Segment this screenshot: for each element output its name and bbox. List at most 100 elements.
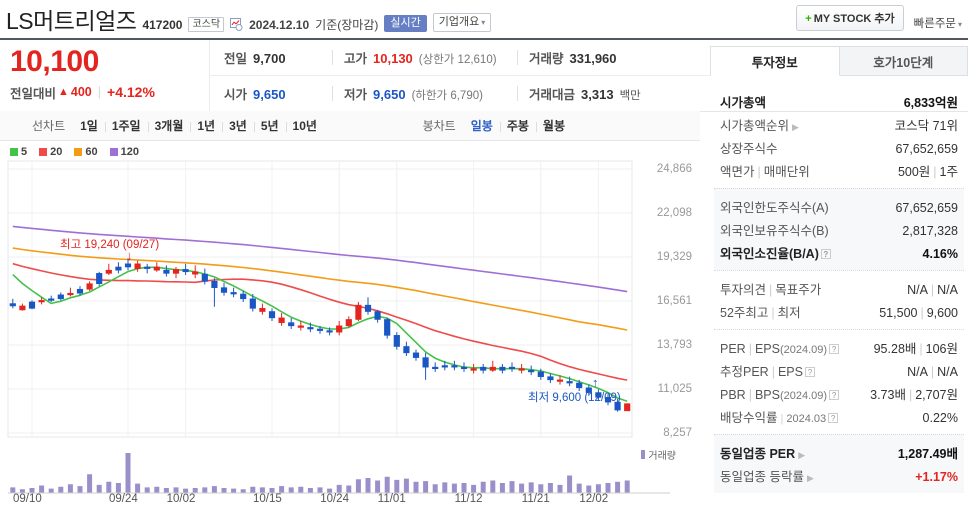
chevron-right-icon[interactable]: ▶ [807, 473, 814, 483]
legend-swatch [74, 148, 82, 156]
info-key: PER|EPS(2024.09)? [720, 342, 839, 356]
legend-swatch [110, 148, 118, 156]
line-period-1일[interactable]: 1일 [73, 119, 105, 133]
y-tick-5: 11,025 [658, 383, 692, 395]
mini-chart-icon[interactable] [230, 18, 243, 31]
volume-legend-label: 거래량 [648, 447, 676, 462]
x-tick-1: 09/24 [109, 493, 138, 505]
info-value: 67,652,659 [895, 201, 958, 215]
y-tick-6: 8,257 [663, 427, 692, 439]
realtime-badge[interactable]: 실시간 [384, 15, 426, 32]
prev-close-value: 9,700 [253, 51, 286, 66]
chevron-down-icon: ▾ [481, 18, 485, 27]
sidebar-tab-투자정보[interactable]: 투자정보 [710, 46, 840, 76]
chevron-right-icon[interactable]: ▶ [798, 450, 805, 460]
info-value: 67,652,659 [895, 142, 958, 156]
info-value: 4.16% [923, 247, 958, 261]
line-period-3개월[interactable]: 3개월 [148, 119, 191, 133]
legend-ma-120: 120 [110, 146, 139, 158]
info-row: 외국인소진율(B/A)?4.16% [720, 241, 958, 264]
up-arrow-icon: ▲ [58, 86, 69, 98]
value-separator: | [920, 306, 923, 320]
info-value: 500원|1주 [898, 161, 958, 180]
chevron-right-icon[interactable]: ▶ [792, 122, 799, 132]
x-tick-4: 10/24 [320, 493, 349, 505]
line-period-5년[interactable]: 5년 [254, 119, 286, 133]
info-key: 추정PER|EPS? [720, 361, 815, 380]
info-key[interactable]: 시가총액순위▶ [720, 115, 799, 134]
key-separator: | [749, 342, 752, 356]
trade-amount-label: 거래대금 [529, 84, 575, 103]
line-chart-label: 선차트 [32, 117, 65, 134]
info-key: 외국인보유주식수(B) [720, 220, 829, 239]
legend-swatch [10, 148, 18, 156]
change-separator: | [98, 85, 101, 99]
info-key[interactable]: 동일업종 등락률▶ [720, 466, 814, 485]
upper-limit: (상한가 12,610) [419, 51, 497, 67]
help-icon[interactable]: ? [829, 344, 839, 354]
info-row: 시가총액순위▶ 코스닥 71위 [720, 113, 958, 136]
change-value: 400 [71, 85, 92, 99]
plus-icon: + [805, 13, 811, 25]
x-tick-0: 09/10 [13, 493, 42, 505]
line-period-3년[interactable]: 3년 [222, 119, 254, 133]
prev-close-cell: 전일 9,700 [210, 48, 330, 67]
sidebar-tab-호가10단계[interactable]: 호가10단계 [840, 46, 968, 76]
current-price-block: 10,100 전일대비 ▲ 400 | +4.12% [0, 40, 210, 111]
candle-period-월봉[interactable]: 월봉 [536, 119, 572, 133]
info-key[interactable]: 동일업종 PER▶ [720, 443, 805, 462]
candle-period-일봉[interactable]: 일봉 [464, 119, 500, 133]
open-price-label: 시가 [224, 84, 247, 103]
info-value: 1,287.49배 [898, 443, 958, 462]
trade-amount-cell: 거래대금 3,313 백만 [515, 84, 690, 103]
x-tick-6: 11/12 [455, 493, 483, 505]
y-tick-0: 24,866 [657, 163, 692, 175]
corp-overview-label: 기업개요 [439, 16, 479, 28]
help-icon[interactable]: ? [805, 367, 815, 377]
header-actions: +MY STOCK 추가 빠른주문▾ [796, 5, 962, 33]
legend-label: 60 [85, 146, 97, 158]
quick-order-button[interactable]: 빠른주문▾ [914, 15, 962, 31]
corp-overview-button[interactable]: 기업개요▾ [433, 13, 492, 32]
info-value: 코스닥 71위 [895, 115, 958, 134]
market-badge: 코스닥 [188, 17, 224, 33]
volume-legend-swatch [641, 450, 645, 459]
info-row: 배당수익률|2024.03?0.22% [720, 405, 958, 428]
high-price-value: 10,130 [373, 51, 413, 66]
info-key: PBR|BPS(2024.09)? [720, 388, 839, 402]
high-price-label: 고가 [344, 48, 367, 67]
info-row: 동일업종 PER▶ 1,287.49배 [720, 441, 958, 464]
add-my-stock-button[interactable]: +MY STOCK 추가 [796, 5, 903, 31]
help-icon[interactable]: ? [821, 249, 831, 259]
help-icon[interactable]: ? [828, 413, 838, 423]
candle-period-주봉[interactable]: 주봉 [500, 119, 536, 133]
y-tick-4: 13,793 [657, 339, 692, 351]
line-period-1년[interactable]: 1년 [190, 119, 222, 133]
volume-label: 거래량 [529, 48, 564, 67]
line-period-1주일[interactable]: 1주일 [105, 119, 148, 133]
stock-code: 417200 [142, 19, 182, 33]
quote-date: 2024.12.10 [249, 19, 309, 33]
info-key-date: (2024.09) [780, 390, 827, 402]
legend-swatch [39, 148, 47, 156]
chevron-down-icon-2: ▾ [958, 20, 962, 29]
legend-label: 20 [50, 146, 62, 158]
info-key: 외국인한도주식수(A) [720, 197, 829, 216]
info-value: +1.17% [915, 470, 958, 484]
info-key-date: (2024.09) [780, 344, 827, 356]
info-row: 추정PER|EPS?N/A|N/A [720, 359, 958, 382]
help-icon[interactable]: ? [829, 390, 839, 400]
info-value: 51,500|9,600 [879, 306, 958, 320]
line-period-10년[interactable]: 10년 [286, 119, 324, 133]
